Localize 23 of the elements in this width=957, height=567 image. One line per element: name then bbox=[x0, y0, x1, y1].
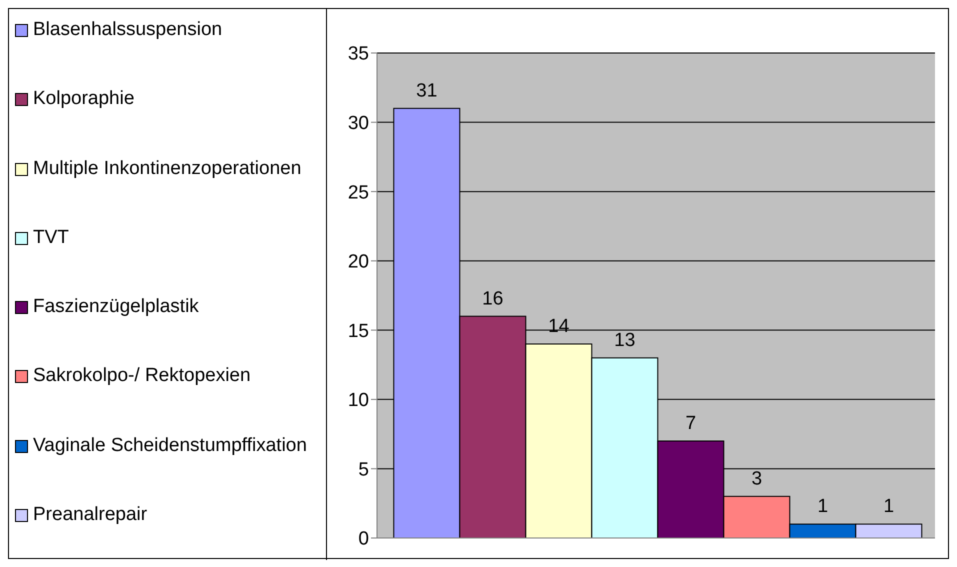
legend-label: Preanalrepair bbox=[33, 502, 148, 527]
y-tick-label: 30 bbox=[348, 113, 369, 134]
y-tick-label: 35 bbox=[348, 44, 369, 65]
legend-label: Kolporaphie bbox=[33, 87, 134, 112]
legend-label: Vaginale Scheidenstumpffixation bbox=[33, 434, 307, 458]
y-tick-label: 5 bbox=[358, 459, 369, 480]
data-label: 3 bbox=[751, 468, 762, 490]
y-tick-label: 0 bbox=[358, 528, 369, 550]
data-label: 31 bbox=[416, 80, 438, 102]
y-tick-label: 15 bbox=[348, 320, 369, 342]
y-tick-label: 25 bbox=[348, 182, 369, 204]
data-label: 7 bbox=[685, 413, 696, 434]
data-label: 13 bbox=[614, 330, 636, 351]
data-label: 16 bbox=[482, 288, 504, 310]
legend-label: TVT bbox=[33, 226, 69, 250]
data-label: 1 bbox=[883, 496, 894, 518]
legend-label: Blasenhalssuspension bbox=[33, 18, 222, 42]
legend-label: Sakrokolpo-/ Rektopexien bbox=[33, 364, 251, 388]
legend-label: Multiple Inkontinenzoperationen bbox=[33, 156, 302, 181]
legend-label: Faszienzügelplastik bbox=[33, 295, 199, 320]
y-tick-label: 20 bbox=[348, 252, 369, 273]
y-tick-label: 10 bbox=[348, 390, 369, 412]
data-label: 1 bbox=[817, 496, 828, 518]
